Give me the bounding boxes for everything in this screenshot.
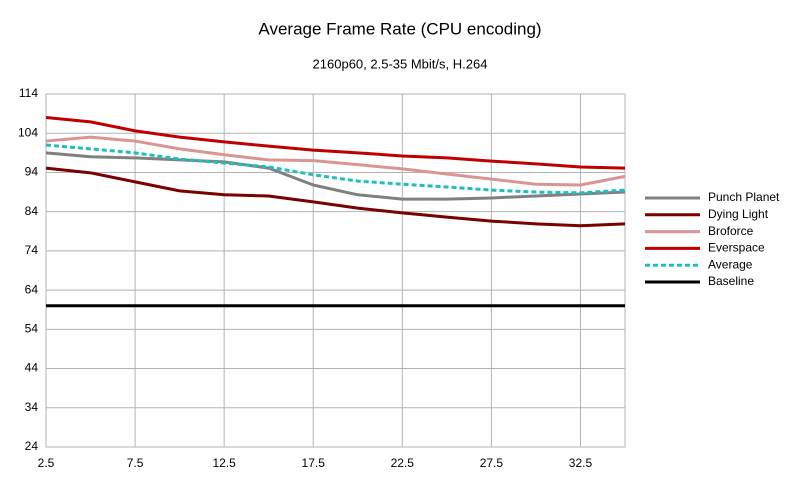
legend-label: Broforce [708,224,754,238]
chart-title: Average Frame Rate (CPU encoding) [258,19,541,38]
x-tick-label: 27.5 [480,456,504,470]
y-tick-label: 74 [25,243,39,257]
y-tick-label: 44 [25,361,39,375]
x-tick-label: 2.5 [38,456,55,470]
legend-label: Punch Planet [708,190,780,204]
x-tick-label: 22.5 [391,456,415,470]
y-tick-label: 34 [25,400,39,414]
series-line [45,143,626,195]
y-tick-label: 54 [25,322,39,336]
x-tick-label: 32.5 [569,456,593,470]
series-line [45,135,626,187]
x-tick-label: 7.5 [127,456,144,470]
legend-label: Average [708,257,753,271]
y-tick-label: 94 [25,165,39,179]
legend-label: Baseline [708,274,754,288]
legend-label: Everspace [708,241,765,255]
y-tick-label: 104 [18,125,38,139]
y-tick-label: 24 [25,439,39,453]
x-tick-label: 17.5 [302,456,326,470]
plot-border [45,93,626,448]
series-line [45,166,626,228]
y-tick-label: 84 [25,204,39,218]
chart-subtitle: 2160p60, 2.5-35 Mbit/s, H.264 [313,56,488,71]
legend-label: Dying Light [708,207,769,221]
x-tick-label: 12.5 [212,456,236,470]
y-tick-label: 64 [25,282,39,296]
y-tick-label: 114 [19,86,38,100]
series-line [45,116,626,170]
series-line [45,151,626,201]
